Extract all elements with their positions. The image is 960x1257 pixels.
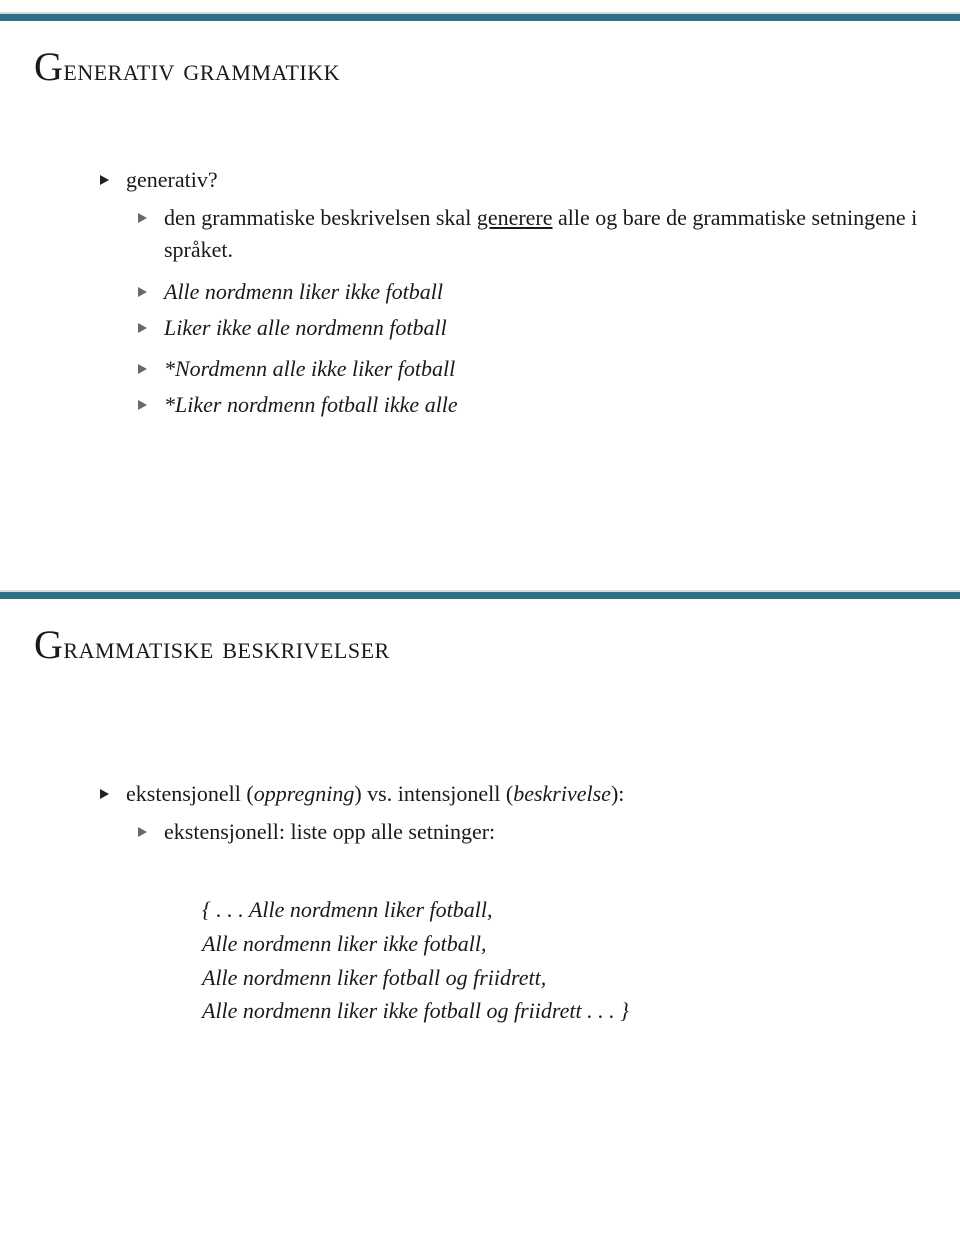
line1-ital2: beskrivelse: [513, 781, 611, 806]
bullet-ex1-text: Alle nordmenn liker ikke fotball: [164, 279, 443, 304]
line1-ital1: oppregning: [254, 781, 355, 806]
set-line-2: Alle nordmenn liker ikke fotball,: [202, 928, 960, 960]
slide-1: Generativ grammatikk generativ? den gram…: [0, 12, 960, 425]
slide-2: Grammatiske beskrivelser ekstensjonell (…: [0, 590, 960, 1029]
slide1-title-rest: enerativ grammatikk: [63, 51, 340, 87]
triangle-marker-icon: [138, 213, 147, 223]
set-line-1: { . . . Alle nordmenn liker fotball,: [202, 894, 960, 926]
bullet-desc-underlined: generere: [477, 205, 553, 230]
slide2-sub: ekstensjonell: liste opp alle setninger:…: [138, 816, 960, 1027]
bullet-ex2-text: Liker ikke alle nordmenn fotball: [164, 315, 447, 340]
bullet-ex1: Alle nordmenn liker ikke fotball: [138, 276, 960, 308]
set-block: { . . . Alle nordmenn liker fotball, All…: [202, 894, 960, 1028]
slide1-title: Generativ grammatikk: [34, 43, 960, 90]
triangle-marker-icon: [138, 364, 147, 374]
slide2-title-cap: G: [34, 622, 63, 667]
triangle-marker-icon: [100, 789, 109, 799]
bullet-ex4: *Liker nordmenn fotball ikke alle: [138, 389, 960, 421]
bullet-desc-pre: den grammatiske beskrivelsen skal: [164, 205, 477, 230]
bullet-ekst-vs-int: ekstensjonell (oppregning) vs. intensjon…: [100, 778, 960, 810]
set-line-4: Alle nordmenn liker ikke fotball og frii…: [202, 995, 960, 1027]
bullet-generativ: generativ?: [100, 164, 960, 196]
slide1-content: generativ? den grammatiske beskrivelsen …: [100, 164, 960, 421]
bullet-ex4-text: *Liker nordmenn fotball ikke alle: [164, 392, 458, 417]
slide1-sub-desc: den grammatiske beskrivelsen skal genere…: [138, 202, 960, 266]
slide1-examples: Alle nordmenn liker ikke fotball Liker i…: [138, 276, 960, 422]
bullet-ekst-liste-text: ekstensjonell: liste opp alle setninger:: [164, 819, 495, 844]
line1-post: ):: [611, 781, 624, 806]
line1-mid: ) vs. intensjonell (: [354, 781, 513, 806]
bullet-generativ-text: generativ?: [126, 167, 218, 192]
top-accent-rule-1: [0, 14, 960, 21]
triangle-marker-icon: [138, 287, 147, 297]
bullet-ekst-liste: ekstensjonell: liste opp alle setninger:: [138, 816, 960, 848]
set-line-3: Alle nordmenn liker fotball og friidrett…: [202, 962, 960, 994]
bullet-ex3: *Nordmenn alle ikke liker fotball: [138, 353, 960, 385]
triangle-marker-icon: [100, 175, 109, 185]
triangle-marker-icon: [138, 827, 147, 837]
triangle-marker-icon: [138, 400, 147, 410]
triangle-marker-icon: [138, 323, 147, 333]
slide1-title-cap: G: [34, 44, 63, 89]
slide2-title-rest: rammatiske beskrivelser: [63, 629, 389, 665]
bullet-ex3-text: *Nordmenn alle ikke liker fotball: [164, 356, 455, 381]
bullet-desc: den grammatiske beskrivelsen skal genere…: [138, 202, 960, 266]
slide2-title: Grammatiske beskrivelser: [34, 621, 960, 668]
slide2-content: ekstensjonell (oppregning) vs. intensjon…: [100, 778, 960, 1027]
bullet-ex2: Liker ikke alle nordmenn fotball: [138, 312, 960, 344]
top-accent-rule-2: [0, 592, 960, 599]
line1-pre: ekstensjonell (: [126, 781, 254, 806]
